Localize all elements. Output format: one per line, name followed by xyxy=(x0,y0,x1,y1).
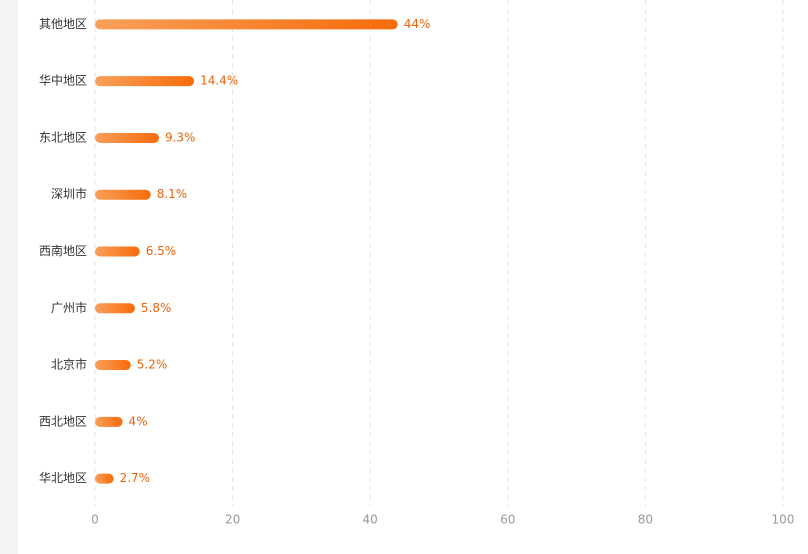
value-label: 4% xyxy=(129,414,148,428)
value-label: 44% xyxy=(404,17,431,31)
value-label: 14.4% xyxy=(200,74,238,88)
bar xyxy=(95,189,151,200)
x-tick-label: 0 xyxy=(91,513,99,527)
y-tick-label: 西南地区 xyxy=(39,243,87,258)
y-tick-label: 其他地区 xyxy=(39,17,87,31)
value-label: 2.7% xyxy=(120,471,150,485)
value-label: 5.8% xyxy=(141,301,172,315)
value-label: 8.1% xyxy=(157,187,188,201)
bar xyxy=(95,132,159,143)
value-label: 9.3% xyxy=(165,130,196,144)
side-strip xyxy=(0,0,18,554)
x-tick-label: 20 xyxy=(225,513,240,527)
y-tick-label: 华北地区 xyxy=(39,471,87,485)
bar xyxy=(95,473,114,484)
x-tick-label: 60 xyxy=(500,513,515,527)
bar xyxy=(95,416,123,427)
bar xyxy=(95,19,398,30)
y-tick-label: 华中地区 xyxy=(39,73,87,88)
x-tick-label: 40 xyxy=(363,513,378,527)
y-tick-label: 东北地区 xyxy=(39,130,87,144)
x-tick-label: 100 xyxy=(772,513,795,527)
x-tick-label: 80 xyxy=(638,513,653,527)
bar xyxy=(95,246,140,257)
y-tick-label: 广州市 xyxy=(51,300,87,315)
value-label: 6.5% xyxy=(146,244,177,258)
bar xyxy=(95,303,135,314)
y-tick-label: 北京市 xyxy=(51,357,87,372)
bar xyxy=(95,76,195,87)
value-label: 5.2% xyxy=(137,358,168,372)
y-tick-label: 西北地区 xyxy=(39,414,87,428)
y-tick-label: 深圳市 xyxy=(51,186,87,201)
bar xyxy=(95,360,131,371)
